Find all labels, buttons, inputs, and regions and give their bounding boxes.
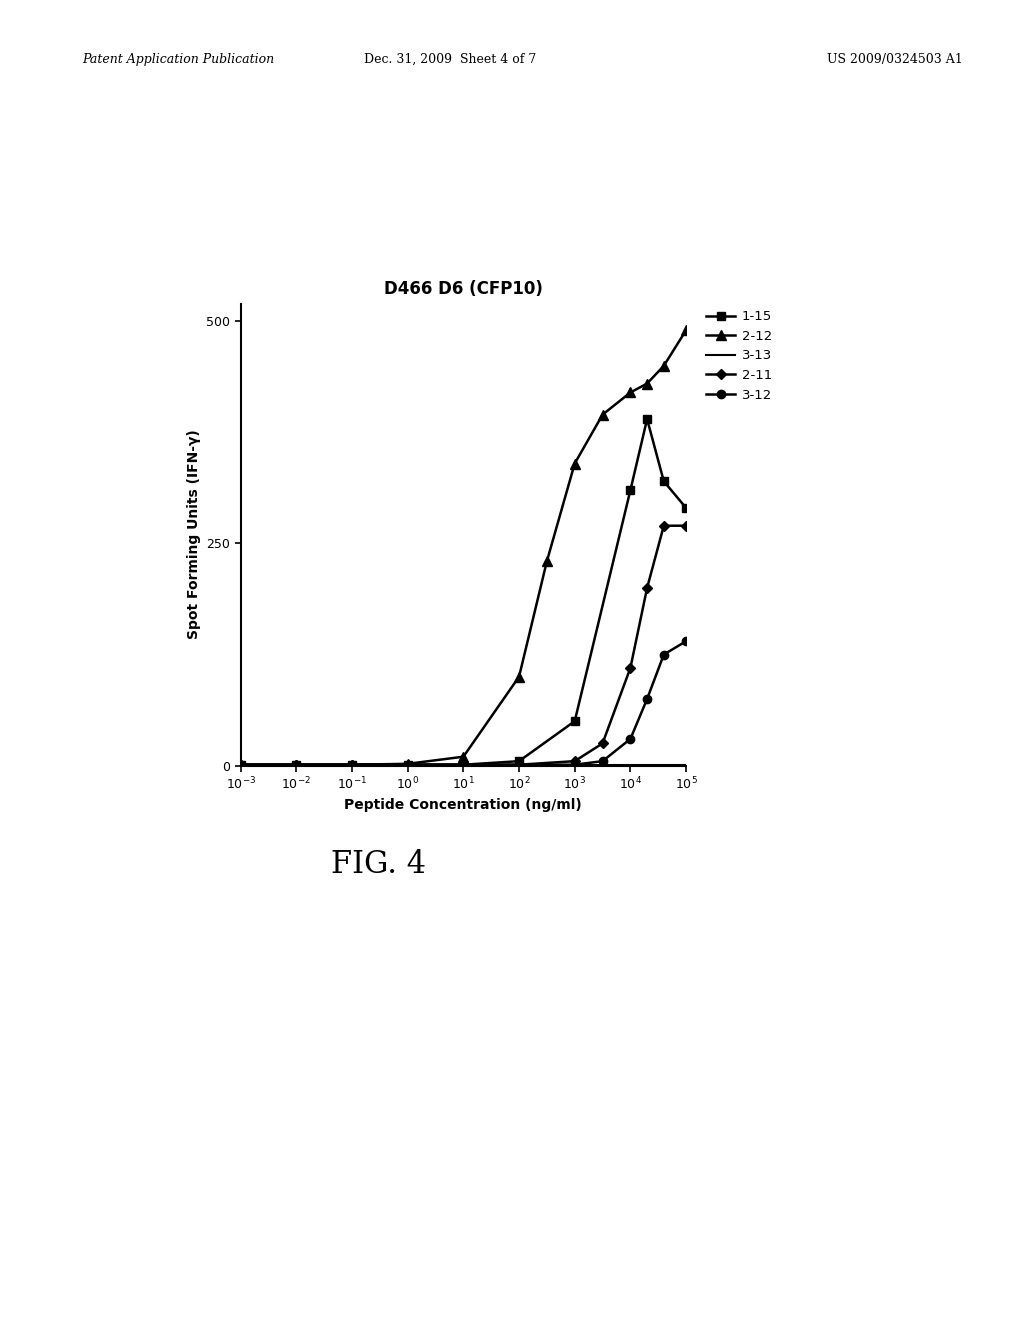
- Y-axis label: Spot Forming Units (IFN-γ): Spot Forming Units (IFN-γ): [186, 430, 201, 639]
- Text: FIG. 4: FIG. 4: [332, 849, 426, 880]
- Text: Patent Application Publication: Patent Application Publication: [82, 53, 274, 66]
- X-axis label: Peptide Concentration (ng/ml): Peptide Concentration (ng/ml): [344, 799, 583, 812]
- Text: US 2009/0324503 A1: US 2009/0324503 A1: [826, 53, 963, 66]
- Legend: 1-15, 2-12, 3-13, 2-11, 3-12: 1-15, 2-12, 3-13, 2-11, 3-12: [706, 310, 772, 401]
- Text: Dec. 31, 2009  Sheet 4 of 7: Dec. 31, 2009 Sheet 4 of 7: [365, 53, 537, 66]
- Title: D466 D6 (CFP10): D466 D6 (CFP10): [384, 280, 543, 298]
